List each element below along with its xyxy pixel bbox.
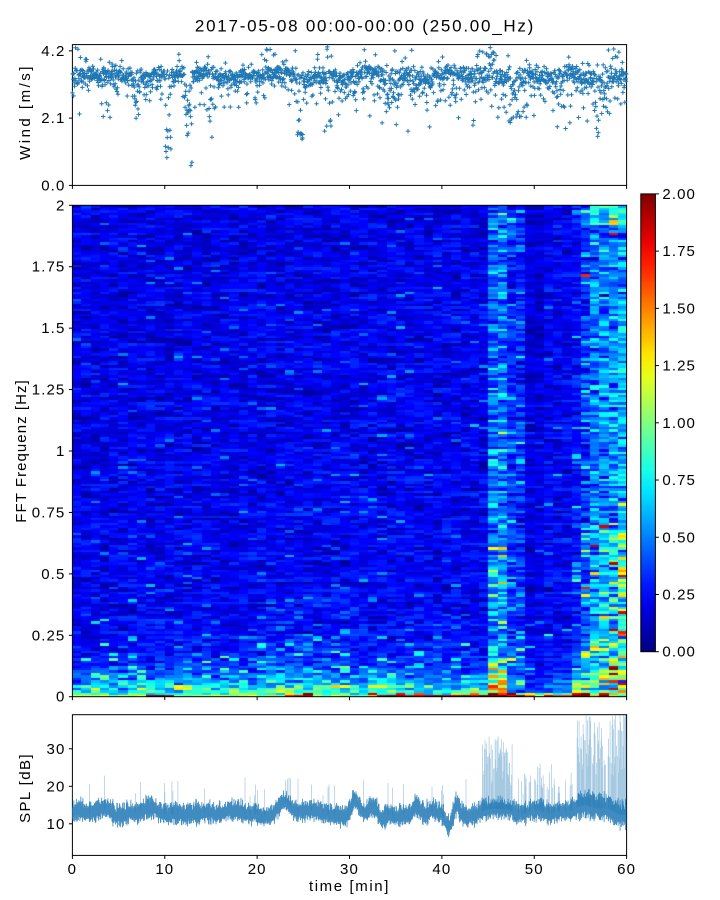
svg-text:0: 0 <box>68 861 77 878</box>
svg-text:20: 20 <box>248 861 267 878</box>
svg-text:40: 40 <box>432 861 451 878</box>
svg-text:1.00: 1.00 <box>662 415 696 432</box>
svg-text:20: 20 <box>47 778 66 795</box>
svg-text:0: 0 <box>56 689 65 706</box>
svg-text:1.50: 1.50 <box>662 300 696 317</box>
svg-text:1: 1 <box>56 443 65 460</box>
svg-text:4.2: 4.2 <box>41 43 65 60</box>
svg-text:2017-05-08 00:00-00:00 (250.00: 2017-05-08 00:00-00:00 (250.00_Hz) <box>195 17 535 36</box>
svg-text:0.25: 0.25 <box>662 586 696 603</box>
svg-text:0.25: 0.25 <box>32 627 66 644</box>
svg-text:1.25: 1.25 <box>662 358 696 375</box>
svg-text:30: 30 <box>47 741 66 758</box>
svg-text:FFT Frequenz [Hz]: FFT Frequenz [Hz] <box>13 379 30 522</box>
svg-text:0.75: 0.75 <box>662 472 696 489</box>
svg-text:2: 2 <box>56 197 65 214</box>
svg-text:1.5: 1.5 <box>41 320 65 337</box>
svg-text:60: 60 <box>617 861 636 878</box>
svg-text:30: 30 <box>340 861 359 878</box>
svg-text:1.75: 1.75 <box>32 259 66 276</box>
svg-text:0.75: 0.75 <box>32 504 66 521</box>
svg-text:time [min]: time [min] <box>309 878 390 895</box>
svg-text:2.1: 2.1 <box>41 110 65 127</box>
svg-text:1.25: 1.25 <box>32 382 66 399</box>
svg-text:10: 10 <box>47 816 66 833</box>
svg-text:2.00: 2.00 <box>662 186 696 203</box>
svg-text:1.75: 1.75 <box>662 243 696 260</box>
svg-text:10: 10 <box>155 861 174 878</box>
svg-text:0.00: 0.00 <box>662 644 696 661</box>
svg-text:0.0: 0.0 <box>41 177 65 194</box>
svg-text:SPL [dB]: SPL [dB] <box>17 753 34 823</box>
svg-text:Wind [m/s]: Wind [m/s] <box>17 64 34 160</box>
svg-text:50: 50 <box>525 861 544 878</box>
svg-text:0.50: 0.50 <box>662 529 696 546</box>
svg-text:0.5: 0.5 <box>41 566 65 583</box>
